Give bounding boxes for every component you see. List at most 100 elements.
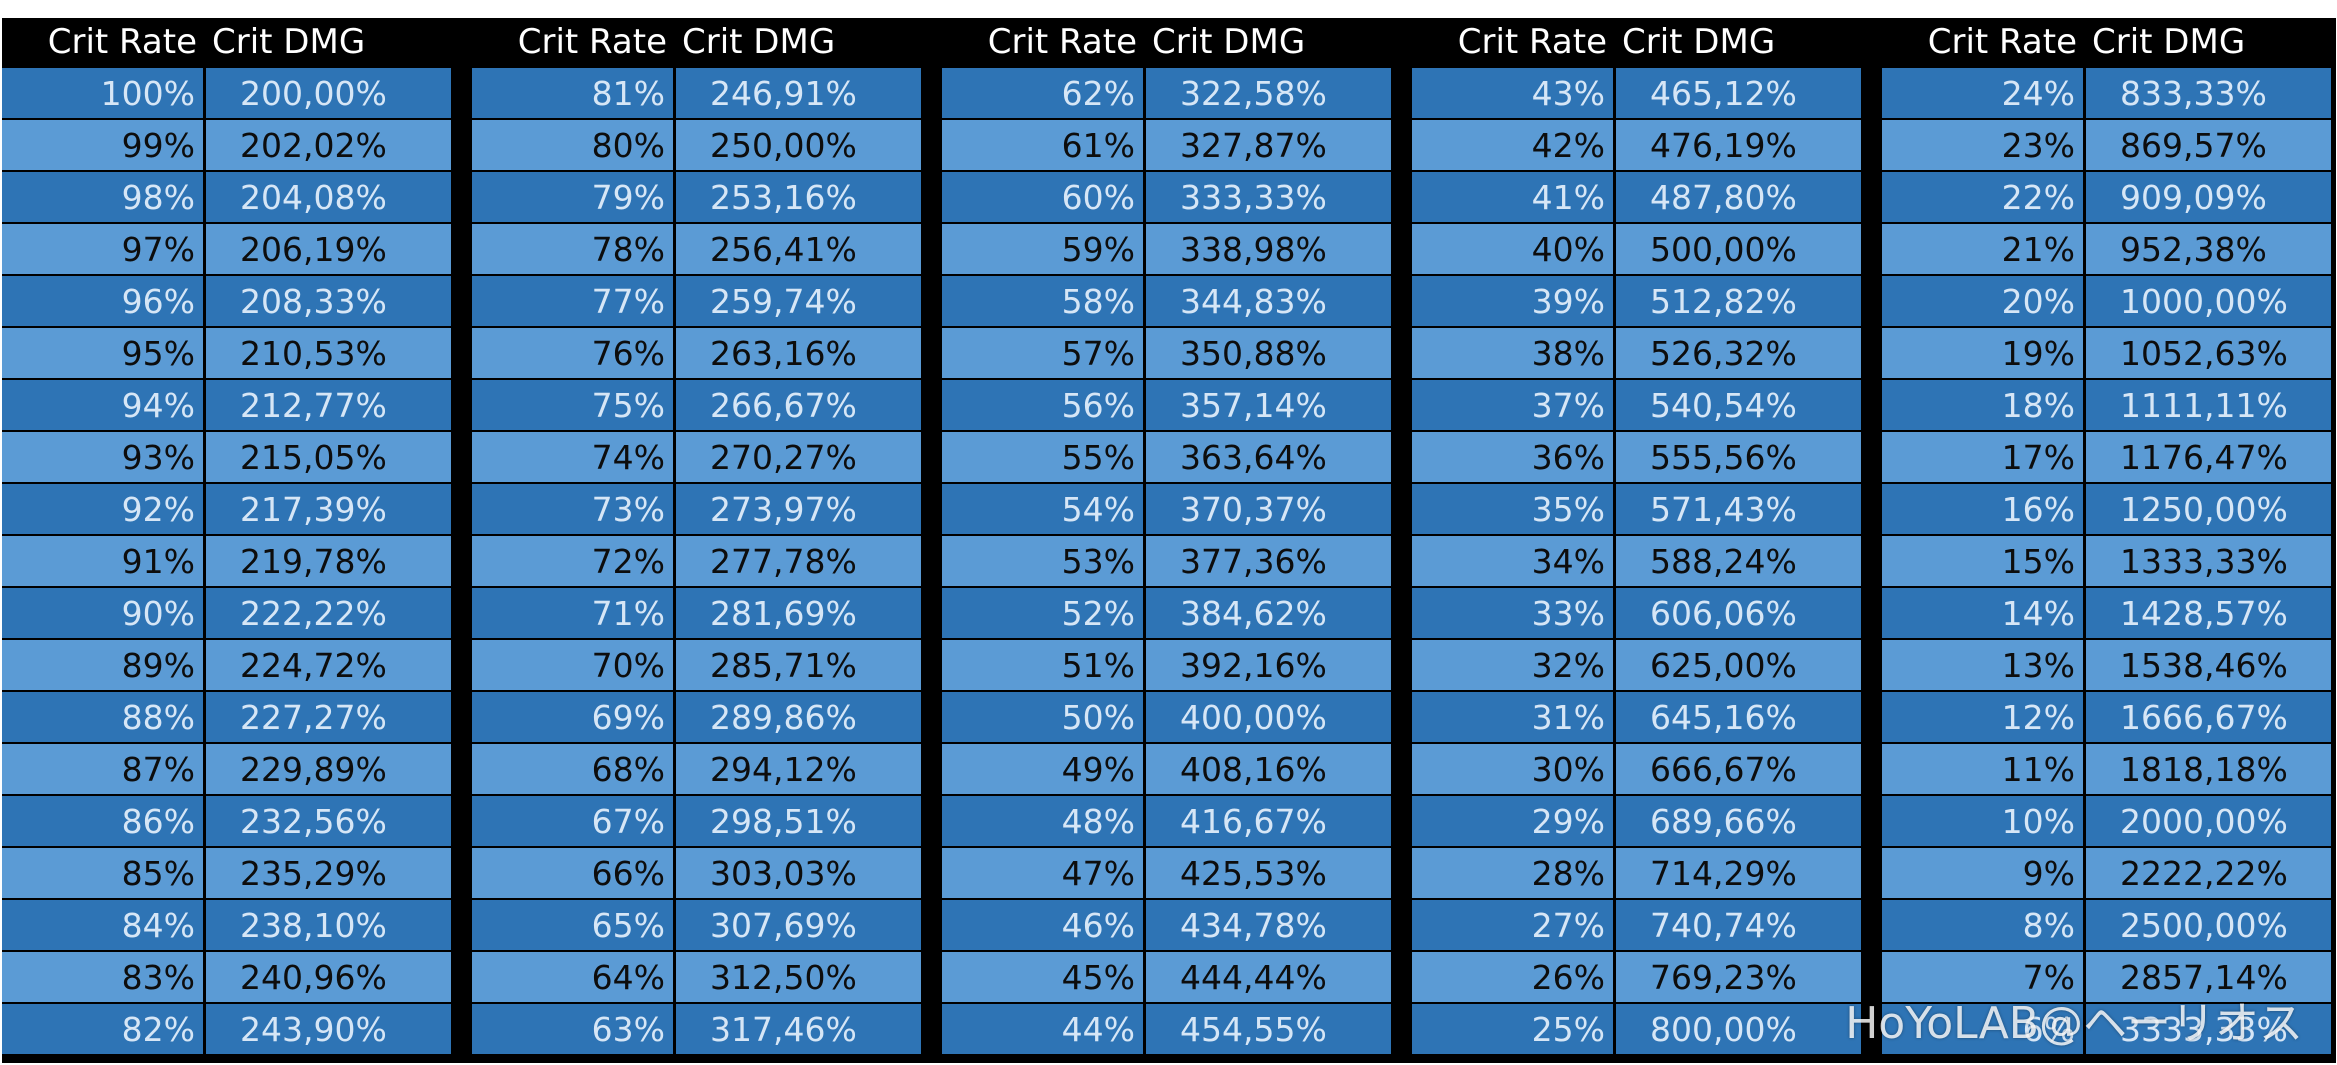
crit-dmg-cell: 229,89% — [206, 744, 451, 794]
crit-rate-cell: 47% — [942, 848, 1143, 898]
crit-rate-cell: 23% — [1882, 120, 2083, 170]
crit-rate-cell: 36% — [1412, 432, 1613, 482]
crit-dmg-cell: 392,16% — [1146, 640, 1391, 690]
crit-rate-cell: 98% — [2, 172, 203, 222]
crit-dmg-cell: 2500,00% — [2086, 900, 2331, 950]
crit-rate-cell: 41% — [1412, 172, 1613, 222]
crit-dmg-cell: 263,16% — [676, 328, 921, 378]
crit-rate-cell: 86% — [2, 796, 203, 846]
crit-dmg-cell: 363,64% — [1146, 432, 1391, 482]
crit-rate-cell: 13% — [1882, 640, 2083, 690]
crit-dmg-cell: 512,82% — [1616, 276, 1861, 326]
crit-dmg-cell: 285,71% — [676, 640, 921, 690]
crit-rate-cell: 70% — [472, 640, 673, 690]
crit-rate-cell: 27% — [1412, 900, 1613, 950]
crit-rate-cell: 84% — [2, 900, 203, 950]
crit-dmg-cell: 1538,46% — [2086, 640, 2331, 690]
crit-dmg-cell: 2222,22% — [2086, 848, 2331, 898]
crit-rate-cell: 19% — [1882, 328, 2083, 378]
crit-dmg-cell: 270,27% — [676, 432, 921, 482]
crit-dmg-cell: 235,29% — [206, 848, 451, 898]
crit-dmg-cell: 202,02% — [206, 120, 451, 170]
crit-dmg-cell: 333,33% — [1146, 172, 1391, 222]
crit-rate-cell: 7% — [1882, 952, 2083, 1002]
crit-rate-cell: 85% — [2, 848, 203, 898]
header-crit-dmg: Crit DMG — [1146, 18, 1391, 66]
crit-dmg-cell: 454,55% — [1146, 1004, 1391, 1054]
crit-rate-cell: 90% — [2, 588, 203, 638]
crit-rate-cell: 42% — [1412, 120, 1613, 170]
crit-dmg-cell: 294,12% — [676, 744, 921, 794]
crit-dmg-cell: 224,72% — [206, 640, 451, 690]
crit-rate-cell: 97% — [2, 224, 203, 274]
header-crit-rate: Crit Rate — [472, 18, 673, 66]
crit-dmg-cell: 350,88% — [1146, 328, 1391, 378]
crit-rate-cell: 48% — [942, 796, 1143, 846]
crit-dmg-cell: 425,53% — [1146, 848, 1391, 898]
crit-dmg-cell: 312,50% — [676, 952, 921, 1002]
crit-rate-cell: 20% — [1882, 276, 2083, 326]
crit-rate-cell: 75% — [472, 380, 673, 430]
crit-rate-cell: 73% — [472, 484, 673, 534]
crit-dmg-cell: 212,77% — [206, 380, 451, 430]
header-crit-dmg: Crit DMG — [676, 18, 921, 66]
crit-dmg-cell: 327,87% — [1146, 120, 1391, 170]
crit-rate-cell: 67% — [472, 796, 673, 846]
crit-rate-cell: 65% — [472, 900, 673, 950]
crit-rate-cell: 68% — [472, 744, 673, 794]
crit-dmg-cell: 217,39% — [206, 484, 451, 534]
crit-dmg-cell: 3333,33% — [2086, 1004, 2331, 1054]
crit-dmg-cell: 377,36% — [1146, 536, 1391, 586]
crit-dmg-cell: 625,00% — [1616, 640, 1861, 690]
crit-rate-cell: 40% — [1412, 224, 1613, 274]
crit-rate-cell: 96% — [2, 276, 203, 326]
crit-dmg-cell: 476,19% — [1616, 120, 1861, 170]
crit-rate-cell: 58% — [942, 276, 1143, 326]
crit-dmg-cell: 689,66% — [1616, 796, 1861, 846]
crit-dmg-cell: 298,51% — [676, 796, 921, 846]
crit-rate-cell: 66% — [472, 848, 673, 898]
crit-dmg-cell: 200,00% — [206, 68, 451, 118]
header-crit-dmg: Crit DMG — [1616, 18, 1861, 66]
crit-rate-cell: 93% — [2, 432, 203, 482]
crit-rate-cell: 53% — [942, 536, 1143, 586]
crit-dmg-cell: 1052,63% — [2086, 328, 2331, 378]
crit-dmg-cell: 416,67% — [1146, 796, 1391, 846]
crit-dmg-cell: 444,44% — [1146, 952, 1391, 1002]
crit-dmg-cell: 322,58% — [1146, 68, 1391, 118]
crit-rate-cell: 15% — [1882, 536, 2083, 586]
crit-dmg-cell: 384,62% — [1146, 588, 1391, 638]
crit-dmg-cell: 400,00% — [1146, 692, 1391, 742]
crit-rate-cell: 69% — [472, 692, 673, 742]
crit-rate-cell: 35% — [1412, 484, 1613, 534]
crit-rate-cell: 60% — [942, 172, 1143, 222]
header-crit-dmg: Crit DMG — [2086, 18, 2331, 66]
header-crit-rate: Crit Rate — [2, 18, 203, 66]
crit-rate-cell: 55% — [942, 432, 1143, 482]
crit-rate-cell: 82% — [2, 1004, 203, 1054]
crit-dmg-cell: 338,98% — [1146, 224, 1391, 274]
crit-dmg-cell: 571,43% — [1616, 484, 1861, 534]
crit-rate-cell: 8% — [1882, 900, 2083, 950]
crit-rate-cell: 16% — [1882, 484, 2083, 534]
crit-rate-cell: 83% — [2, 952, 203, 1002]
crit-dmg-cell: 2000,00% — [2086, 796, 2331, 846]
crit-rate-cell: 72% — [472, 536, 673, 586]
crit-rate-cell: 99% — [2, 120, 203, 170]
crit-dmg-cell: 266,67% — [676, 380, 921, 430]
crit-dmg-cell: 250,00% — [676, 120, 921, 170]
crit-rate-cell: 77% — [472, 276, 673, 326]
crit-rate-cell: 30% — [1412, 744, 1613, 794]
crit-rate-cell: 61% — [942, 120, 1143, 170]
header-crit-rate: Crit Rate — [1882, 18, 2083, 66]
crit-rate-cell: 78% — [472, 224, 673, 274]
crit-rate-cell: 79% — [472, 172, 673, 222]
crit-dmg-cell: 769,23% — [1616, 952, 1861, 1002]
crit-dmg-cell: 277,78% — [676, 536, 921, 586]
crit-dmg-cell: 833,33% — [2086, 68, 2331, 118]
crit-dmg-cell: 246,91% — [676, 68, 921, 118]
crit-dmg-cell: 540,54% — [1616, 380, 1861, 430]
crit-dmg-cell: 232,56% — [206, 796, 451, 846]
crit-rate-cell: 45% — [942, 952, 1143, 1002]
crit-rate-cell: 6% — [1882, 1004, 2083, 1054]
